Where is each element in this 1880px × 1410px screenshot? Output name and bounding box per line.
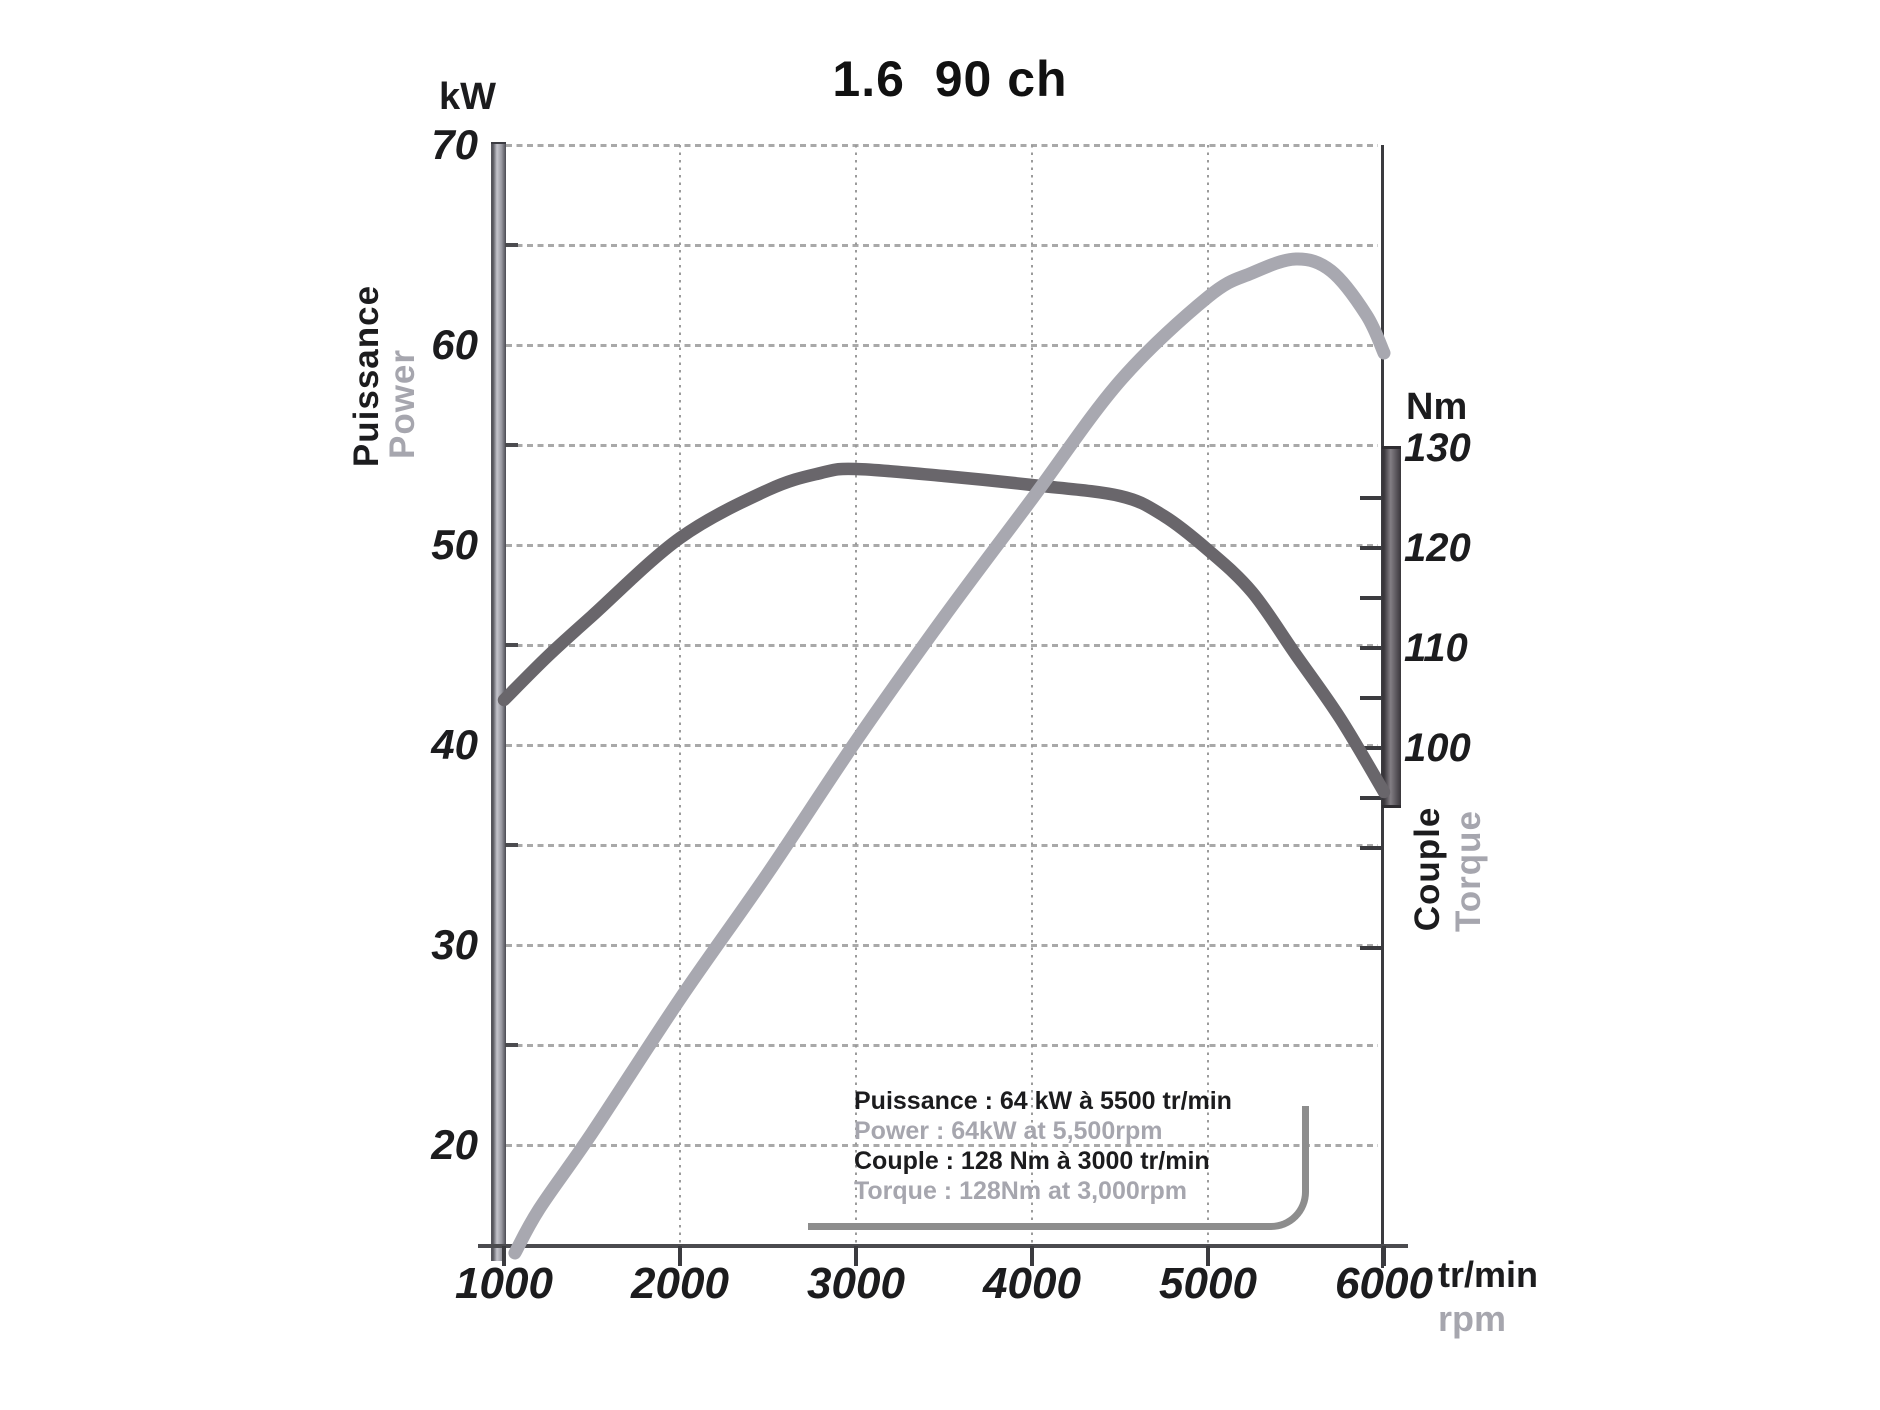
kw-tick-label-50: 50 xyxy=(431,521,478,568)
gridline-kw-60 xyxy=(506,343,1378,347)
nm-tick-80 xyxy=(1360,946,1382,950)
kw-tick-45 xyxy=(505,643,518,647)
gridline-kw-50 xyxy=(506,543,1378,547)
annotation-power-en: Power : 64kW at 5,500rpm xyxy=(854,1117,1163,1145)
kw-tick-25 xyxy=(505,1043,518,1047)
kw-tick-label-40: 40 xyxy=(431,721,478,768)
kw-tick-label-70: 70 xyxy=(431,121,478,168)
gridline-kw-35 xyxy=(506,843,1378,847)
kw-tick-label-60: 60 xyxy=(431,321,478,368)
gridline-kw-70 xyxy=(506,143,1378,147)
annotation-power-fr: Puissance : 64 kW à 5500 tr/min xyxy=(854,1087,1232,1115)
gridline-kw-20 xyxy=(506,1143,1378,1147)
gridline-rpm-5000 xyxy=(1206,145,1210,1246)
annotation-torque-en: Torque : 128Nm at 3,000rpm xyxy=(854,1177,1187,1205)
gridline-rpm-2000 xyxy=(678,145,682,1246)
left-axis-label-fr: Puissance xyxy=(347,284,386,468)
gridline-rpm-3000 xyxy=(854,145,858,1246)
kw-tick-35 xyxy=(505,843,518,847)
nm-tick-label-120: 120 xyxy=(1404,526,1471,570)
power-curve xyxy=(508,252,1391,1260)
gridline-kw-65 xyxy=(506,243,1378,247)
rpm-tick-label-1000: 1000 xyxy=(455,1259,553,1308)
right-axis-label-en: Torque xyxy=(1449,809,1488,933)
annotation-border xyxy=(808,1106,1309,1230)
torque-curve xyxy=(497,462,1391,799)
rpm-tick-label-5000: 5000 xyxy=(1159,1259,1257,1308)
x-axis-unit-en: rpm xyxy=(1438,1298,1507,1339)
nm-tick-label-100: 100 xyxy=(1404,726,1471,770)
x-tick-6000 xyxy=(1382,1246,1386,1266)
nm-tick-125 xyxy=(1360,496,1382,500)
nm-tick-95 xyxy=(1360,796,1382,800)
x-tick-1000 xyxy=(502,1246,506,1266)
nm-tick-105 xyxy=(1360,696,1382,700)
nm-tick-115 xyxy=(1360,596,1382,600)
x-tick-4000 xyxy=(1030,1246,1034,1266)
right-axis-bar-nm xyxy=(1382,446,1401,808)
gridline-rpm-4000 xyxy=(1030,145,1034,1246)
gridline-kw-25 xyxy=(506,1043,1378,1047)
annotation-torque-fr: Couple : 128 Nm à 3000 tr/min xyxy=(854,1147,1210,1175)
nm-tick-label-110: 110 xyxy=(1404,626,1468,670)
gridline-kw-40 xyxy=(506,743,1378,747)
kw-tick-65 xyxy=(505,243,518,247)
kw-tick-label-30: 30 xyxy=(431,921,478,968)
gridline-kw-45 xyxy=(506,643,1378,647)
kw-tick-55 xyxy=(505,443,518,447)
gridline-kw-30 xyxy=(506,943,1378,947)
nm-tick-label-130: 130 xyxy=(1404,426,1471,470)
rpm-tick-label-3000: 3000 xyxy=(807,1259,905,1308)
kw-tick-label-20: 20 xyxy=(431,1121,478,1168)
rpm-tick-label-4000: 4000 xyxy=(983,1259,1081,1308)
left-axis-unit-label: kW xyxy=(439,76,496,118)
rpm-tick-label-2000: 2000 xyxy=(631,1259,729,1308)
x-tick-3000 xyxy=(854,1246,858,1266)
right-axis-label-fr: Couple xyxy=(1408,806,1447,932)
annotation-box: Puissance : 64 kW à 5500 tr/min Power : … xyxy=(854,1086,1232,1206)
x-axis-line xyxy=(478,1244,1408,1248)
nm-tick-120 xyxy=(1360,546,1382,550)
nm-tick-90 xyxy=(1360,846,1382,850)
gridline-kw-55 xyxy=(506,443,1378,447)
x-tick-5000 xyxy=(1206,1246,1210,1266)
nm-tick-100 xyxy=(1360,746,1382,750)
x-tick-2000 xyxy=(678,1246,682,1266)
x-axis-unit-fr: tr/min xyxy=(1438,1254,1539,1295)
right-axis-unit-label: Nm xyxy=(1406,386,1468,428)
rpm-tick-label-6000: 6000 xyxy=(1335,1259,1433,1308)
nm-tick-110 xyxy=(1360,646,1382,650)
page-title: 1.6 90 ch xyxy=(832,51,1068,107)
